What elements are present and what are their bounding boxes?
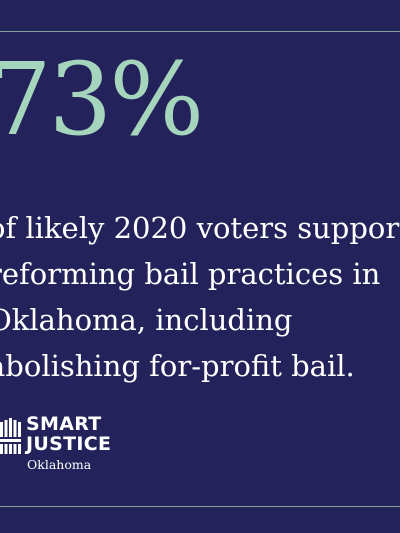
- body-line: Oklahoma, including: [0, 303, 293, 337]
- bottom-divider: [0, 506, 400, 507]
- headline-stat: 73%: [0, 41, 204, 158]
- logo-line-2: JUSTICE: [26, 433, 112, 455]
- body-line: of likely 2020 voters support: [0, 211, 400, 245]
- smart-justice-logo: SMART JUSTICE Oklahoma: [0, 414, 200, 474]
- top-divider: [0, 31, 400, 32]
- logo-state: Oklahoma: [27, 457, 92, 472]
- logo-line-1: SMART: [26, 413, 102, 435]
- body-line: abolishing for-profit bail.: [0, 349, 355, 383]
- body-text: of likely 2020 voters support reforming …: [0, 205, 400, 389]
- logo-wordmark: SMART JUSTICE: [26, 414, 111, 454]
- smart-justice-logo-icon: [0, 418, 21, 454]
- body-line: reforming bail practices in: [0, 257, 381, 291]
